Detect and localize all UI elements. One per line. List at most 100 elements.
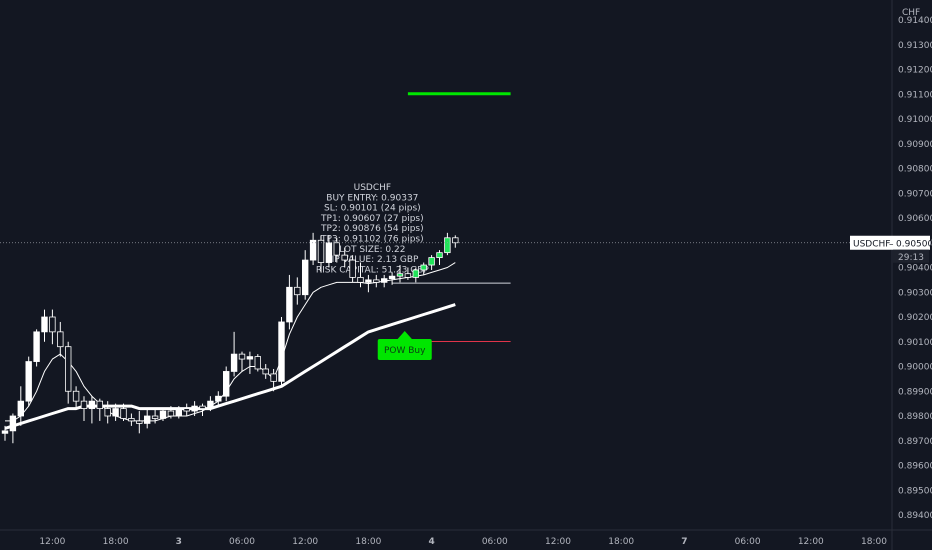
candle-body (159, 410, 167, 419)
candle (254, 354, 261, 372)
candle-body (183, 408, 190, 412)
trade-info-line: TP3: 0.91102 (76 pips) (320, 235, 424, 245)
time-tick-label: 3 (176, 537, 182, 547)
last-price-symbol: USDCHF (853, 239, 890, 249)
candle (270, 368, 277, 392)
candle (444, 232, 451, 256)
time-tick-label: 4 (428, 537, 434, 547)
trade-info-line: USDCHF (354, 183, 391, 193)
candle (112, 403, 119, 421)
price-tick-label: 0.90900 (898, 140, 932, 150)
candle-body (199, 405, 206, 409)
candle-body (191, 405, 198, 412)
candle-body (278, 321, 285, 382)
candle-body (452, 237, 459, 244)
candle-body (262, 368, 269, 375)
candle-body (25, 361, 32, 402)
candle (143, 408, 151, 429)
candle (452, 235, 459, 248)
candle-body (104, 408, 111, 417)
candle-body (317, 239, 325, 263)
candle (88, 396, 96, 424)
candle (17, 386, 24, 426)
signal-marker[interactable]: POW Buy (377, 331, 432, 360)
signal-label: POW Buy (384, 346, 426, 356)
time-tick-label: 06:00 (482, 537, 508, 547)
signal-badge (377, 339, 432, 360)
candle (175, 406, 182, 419)
price-tick-label: 0.90200 (898, 313, 932, 323)
candle (25, 356, 32, 407)
price-tick-label: 0.89400 (898, 511, 932, 521)
candle (404, 267, 412, 280)
price-tick-label: 0.90000 (898, 363, 932, 373)
candle (262, 364, 269, 379)
candle (72, 386, 80, 409)
candle-body (230, 353, 238, 372)
candle (388, 272, 396, 285)
candle-body (112, 408, 119, 417)
candle-body (341, 254, 348, 261)
price-tick-label: 0.89600 (898, 462, 932, 472)
candle-body (167, 410, 175, 417)
price-tick-label: 0.91300 (898, 41, 932, 51)
price-tick-label: 0.89900 (898, 387, 932, 397)
candle-body (349, 259, 356, 278)
time-tick-label: 12:00 (798, 537, 824, 547)
price-tick-label: 0.90400 (898, 264, 932, 274)
signal-arrow-icon (396, 331, 413, 340)
candle-body (80, 400, 88, 409)
candle (199, 403, 206, 416)
candle (230, 331, 238, 377)
candle (349, 255, 356, 283)
candle (396, 265, 404, 283)
candle (246, 351, 254, 374)
candle (317, 235, 325, 273)
trade-info-line: BUY ENTRY: 0.90337 (326, 193, 418, 203)
candle (420, 262, 427, 275)
price-tick-label: 0.91400 (898, 16, 932, 26)
price-tick-label: 0.90700 (898, 189, 932, 199)
candle-body (270, 373, 277, 382)
price-tick-label: 0.89800 (898, 412, 932, 422)
candle (301, 250, 309, 300)
candle (41, 309, 48, 342)
candle-body (9, 415, 17, 432)
candle (191, 401, 198, 416)
candle-body (222, 371, 230, 397)
candle (80, 396, 88, 421)
candle (380, 274, 388, 288)
candle (436, 250, 443, 266)
last-price-box (850, 235, 930, 250)
candle-body (420, 264, 427, 271)
candle (309, 232, 317, 266)
candle (222, 366, 230, 402)
candle (65, 341, 72, 404)
candle (365, 274, 372, 293)
candle-body (254, 356, 261, 370)
candle (357, 262, 364, 288)
candle-body (309, 239, 317, 261)
price-tick-label: 0.90100 (898, 338, 932, 348)
time-axis[interactable]: 0012:0018:00306:0012:0018:00406:0012:001… (0, 537, 887, 547)
time-tick-label: 7 (681, 537, 687, 547)
candle (9, 413, 17, 444)
candle-body (294, 286, 301, 296)
candle-body (49, 316, 56, 333)
candle-body (428, 257, 435, 266)
candle (1, 425, 9, 441)
trade-info-line: PIP VALUE: 2.13 GBP (326, 255, 419, 265)
candle (207, 396, 214, 412)
candle (57, 321, 64, 357)
candle-body (33, 331, 40, 362)
candle-body (215, 395, 222, 402)
candle (294, 277, 301, 305)
candle-body (388, 275, 396, 280)
candle (167, 406, 175, 419)
candle-body (41, 316, 48, 333)
candle-body (151, 415, 159, 419)
